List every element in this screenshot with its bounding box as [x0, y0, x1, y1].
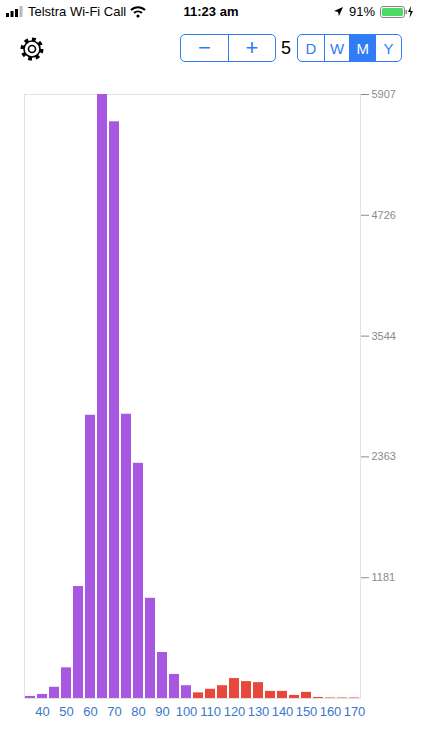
svg-text:90: 90 — [155, 704, 169, 719]
html-text:W: W — [330, 39, 345, 57]
svg-text:2363: 2363 — [372, 450, 396, 462]
html-text:Telstra Wi-Fi Call: Telstra Wi-Fi Call — [28, 4, 127, 19]
svg-text:140: 140 — [272, 704, 294, 719]
svg-text:60: 60 — [83, 704, 97, 719]
svg-text:1181: 1181 — [372, 571, 396, 583]
html-text:91%: 91% — [349, 4, 375, 19]
html-text:Y: Y — [383, 39, 394, 57]
html-text:M: M — [356, 39, 370, 57]
svg-text:170: 170 — [344, 704, 366, 719]
html-text:11:23 am: 11:23 am — [183, 4, 239, 19]
svg-text:120: 120 — [224, 704, 246, 719]
svg-text:40: 40 — [35, 704, 49, 719]
html-text:5: 5 — [281, 38, 291, 58]
svg-text:110: 110 — [200, 704, 221, 719]
svg-text:160: 160 — [320, 704, 342, 719]
svg-text:130: 130 — [248, 704, 270, 719]
svg-text:5907: 5907 — [372, 88, 396, 100]
svg-text:70: 70 — [107, 704, 121, 719]
svg-text:4726: 4726 — [372, 209, 396, 221]
svg-text:3544: 3544 — [372, 330, 396, 342]
svg-text:100: 100 — [176, 704, 198, 719]
svg-text:50: 50 — [59, 704, 73, 719]
html-text:D: D — [305, 39, 317, 57]
svg-text:80: 80 — [131, 704, 145, 719]
svg-text:150: 150 — [296, 704, 318, 719]
